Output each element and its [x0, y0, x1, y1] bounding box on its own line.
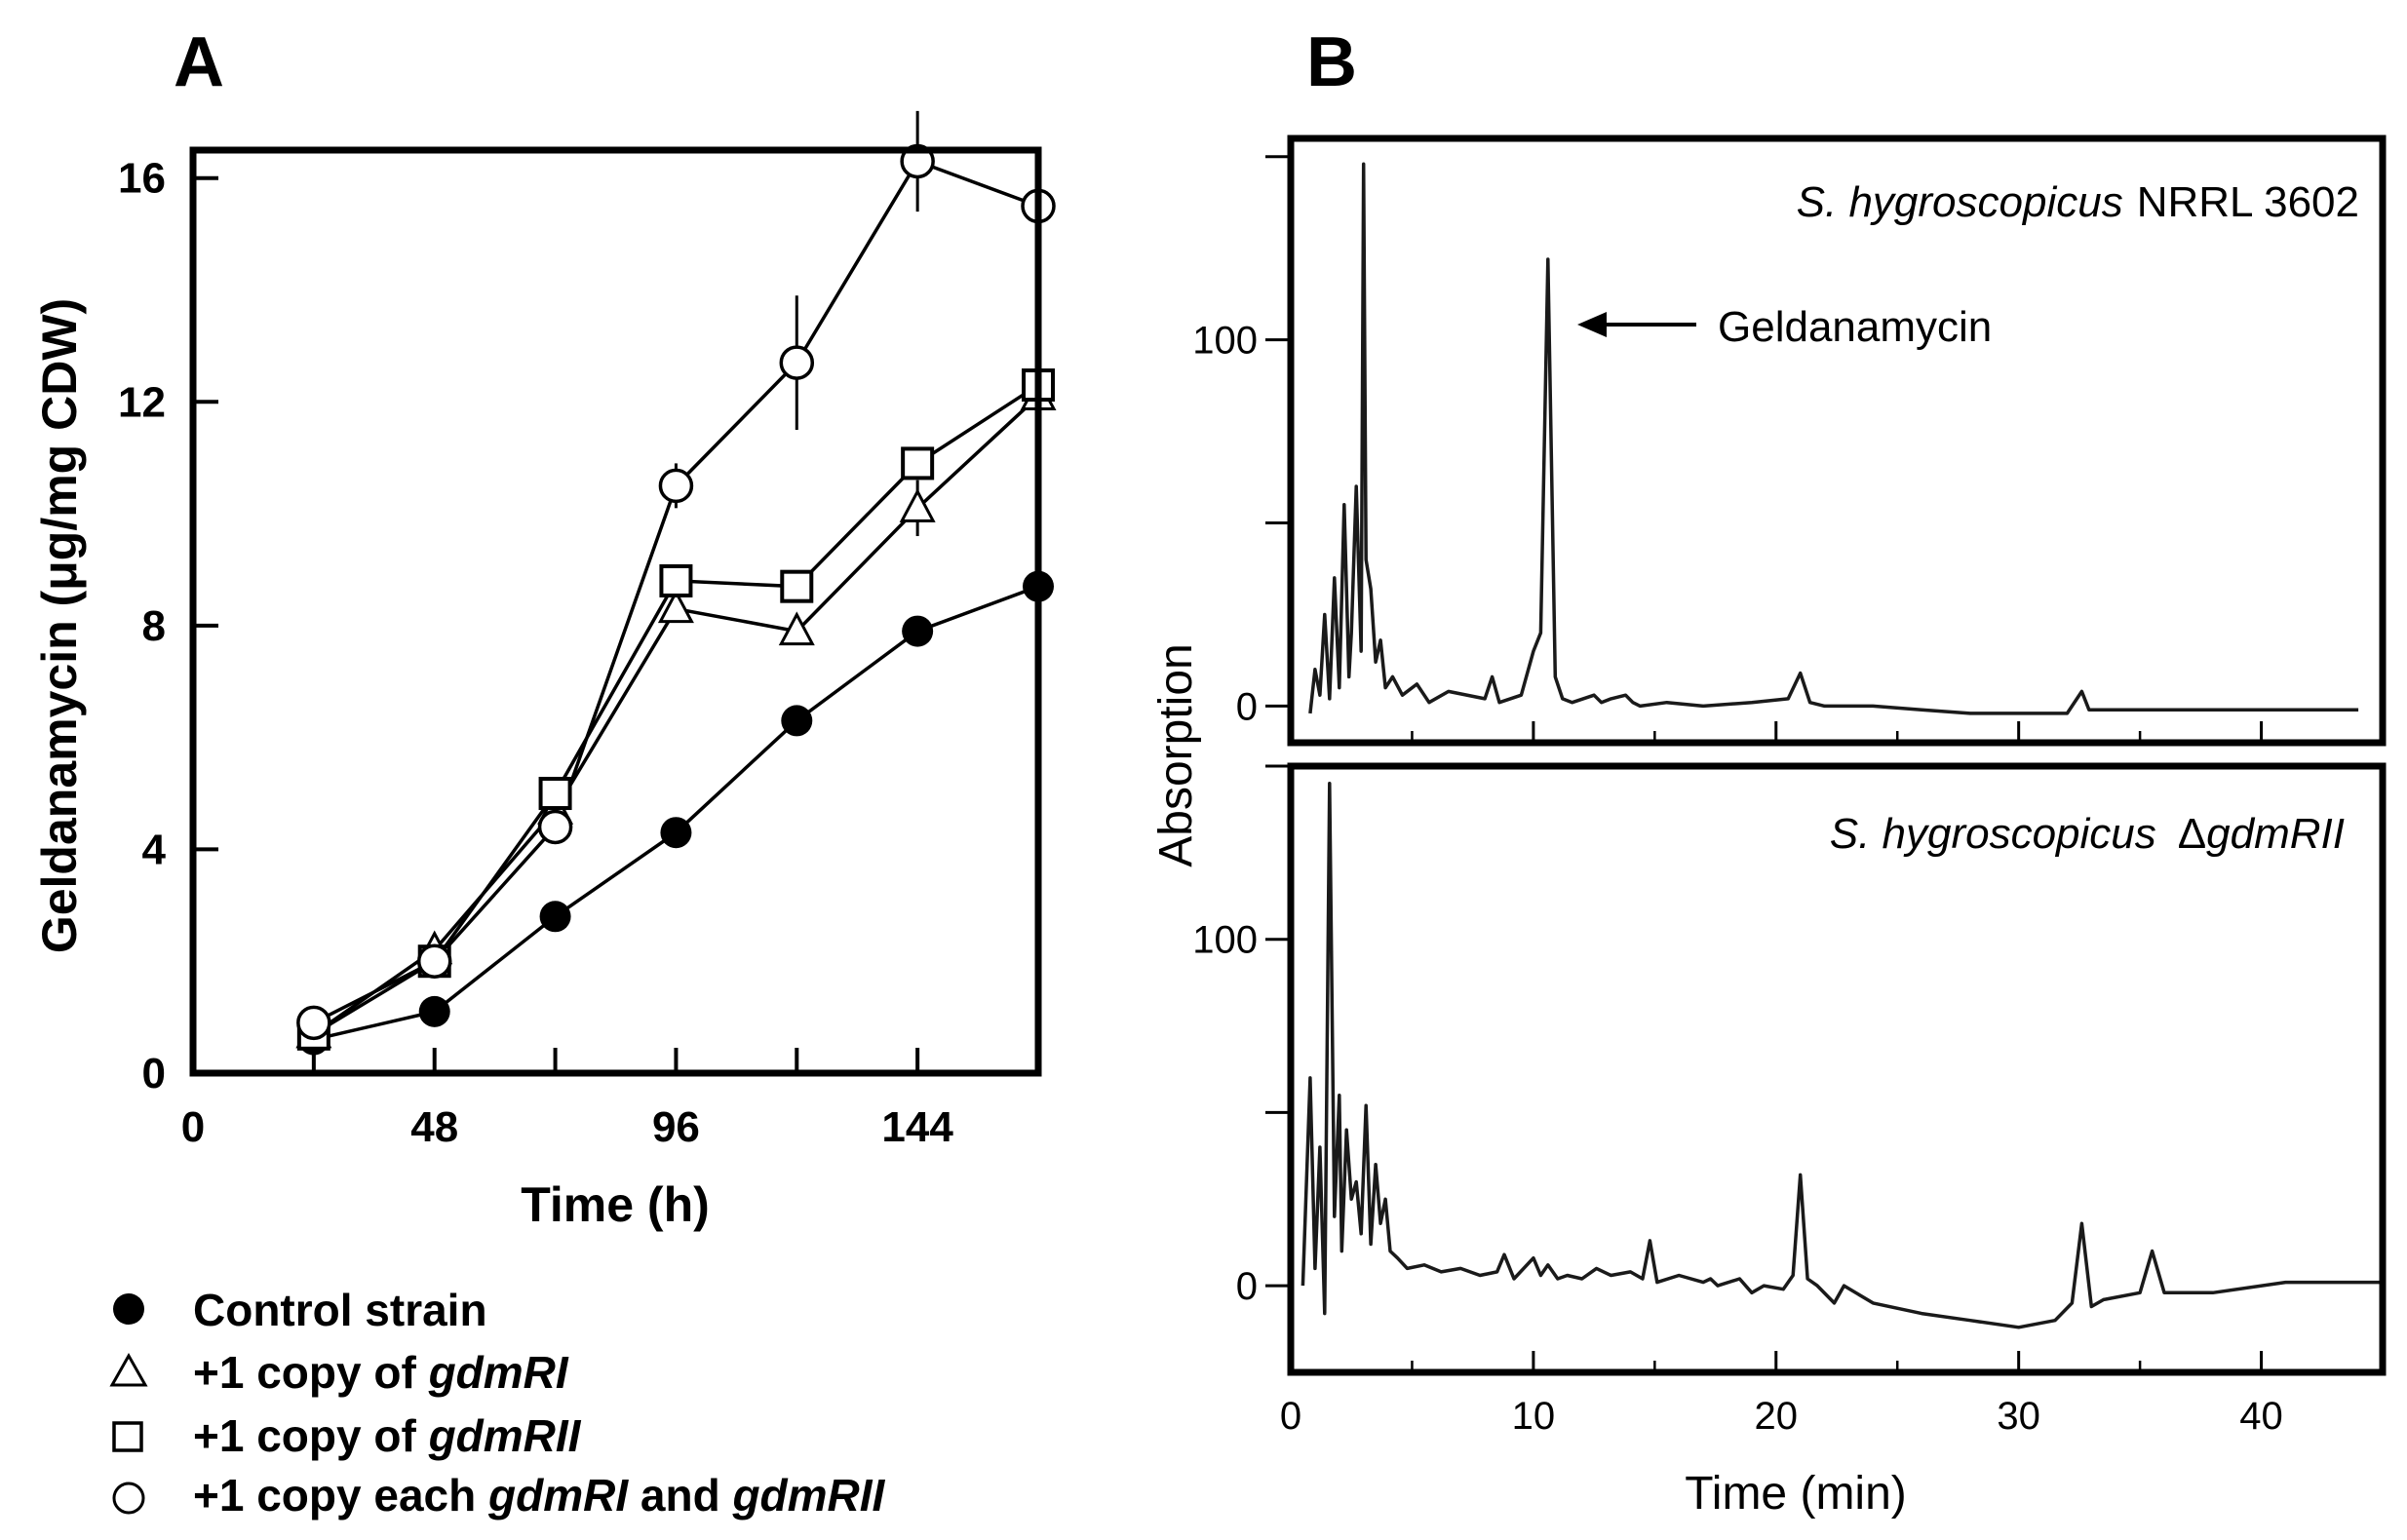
panel-b-bottom-title: S. hygroscopicus ΔgdmRII [1830, 810, 2345, 858]
panel-b-top-trace [1308, 162, 2359, 715]
data-point-square [659, 563, 693, 597]
data-point-filled-circle [781, 705, 813, 737]
legend-item-both: +1 copy each gdmRI and gdmRII [112, 1470, 886, 1521]
legend-marker-filled-circle [113, 1293, 144, 1325]
legend-label-both: +1 copy each gdmRI and gdmRII [193, 1470, 886, 1521]
legend-marker-open-circle [112, 1482, 145, 1515]
panel-a-y-tick-label: 4 [142, 826, 167, 873]
panel-a-x-tick-label: 48 [410, 1103, 458, 1151]
data-point-filled-circle [660, 817, 692, 849]
panel-b-bottom-frame [1287, 762, 2387, 1376]
panel-a-y-tick-label: 12 [118, 378, 166, 426]
legend-label-control: Control strain [193, 1285, 487, 1335]
data-point-open-circle [658, 468, 694, 504]
data-point-square [538, 777, 572, 811]
panel-b-x-axis-title: Time (min) [1685, 1468, 1907, 1520]
data-point-filled-circle [902, 615, 934, 647]
data-point-square [780, 569, 814, 603]
annotation-geldanamycin-label: Geldanamycin [1718, 303, 1992, 351]
data-point-open-circle [779, 345, 815, 380]
panel-b-top-chart: 0 100 S. hygroscopicus NRRL 3602 Geldanamy… [1192, 135, 2387, 747]
panel-b-y-axis-title: Absorption [1150, 643, 1202, 866]
legend-marker-triangle [109, 1352, 148, 1387]
panel-b-y-tick-label: 100 [1192, 919, 1258, 962]
panel-a-x-axis-title: Time (h) [521, 1177, 710, 1232]
legend: Control strain +1 copy of gdmRI +1 copy … [109, 1285, 886, 1521]
panel-b-x-tick-label: 20 [1755, 1395, 1799, 1438]
legend-item-control: Control strain [113, 1285, 487, 1335]
data-point-triangle [657, 589, 694, 624]
data-point-open-circle [537, 809, 573, 845]
data-point-filled-circle [418, 995, 450, 1027]
panel-a-y-axis-title: Geldanamycin (μg/mg CDW) [32, 298, 87, 953]
panel-a-y-tick-label: 16 [118, 155, 166, 203]
data-point-open-circle [296, 1005, 331, 1041]
panel-b-bottom-chart: 0 100 S. hygroscopicus ΔgdmRII 0 10 20 30 40 [1192, 762, 2387, 1438]
geldanamycin-annotation: Geldanamycin [1577, 303, 1992, 351]
legend-marker-square [112, 1421, 143, 1452]
panel-a-x-tick-label: 144 [881, 1103, 953, 1151]
panel-a-x-tick-label: 96 [652, 1103, 700, 1151]
panel-a-y-tick-label: 0 [142, 1050, 166, 1097]
panel-label-b: B [1306, 23, 1357, 101]
panel-b-bottom-trace [1301, 782, 2383, 1329]
panel-b-x-tick-label: 30 [1997, 1395, 2040, 1438]
legend-label-gdmrii: +1 copy of gdmRII [193, 1410, 582, 1461]
panel-a-frame [189, 146, 1042, 1077]
panel-b-y-tick-label: 100 [1192, 320, 1258, 363]
legend-item-gdmri: +1 copy of gdmRI [109, 1347, 569, 1398]
data-point-filled-circle [539, 901, 571, 933]
data-point-triangle [778, 611, 815, 646]
annotation-arrow-head [1577, 312, 1607, 337]
panel-b-y-tick-label: 0 [1236, 685, 1258, 728]
panel-b-x-tick-label: 10 [1512, 1395, 1556, 1438]
panel-a-y-tick-label: 8 [142, 602, 166, 650]
panel-label-a: A [174, 23, 224, 101]
panel-b-top-frame [1287, 135, 2387, 747]
panel-b-top-title: S. hygroscopicus NRRL 3602 [1797, 178, 2359, 226]
data-point-square [901, 446, 935, 481]
panel-b-x-tick-label: 40 [2239, 1395, 2283, 1438]
panel-a-x-tick-label: 0 [181, 1103, 205, 1151]
legend-label-gdmri: +1 copy of gdmRI [193, 1347, 569, 1398]
data-point-open-circle [416, 943, 452, 979]
data-point-triangle [899, 488, 936, 522]
panel-b-x-tick-label: 0 [1280, 1395, 1301, 1438]
panel-b-y-tick-label: 0 [1236, 1265, 1258, 1308]
legend-item-gdmrii: +1 copy of gdmRII [112, 1410, 582, 1461]
